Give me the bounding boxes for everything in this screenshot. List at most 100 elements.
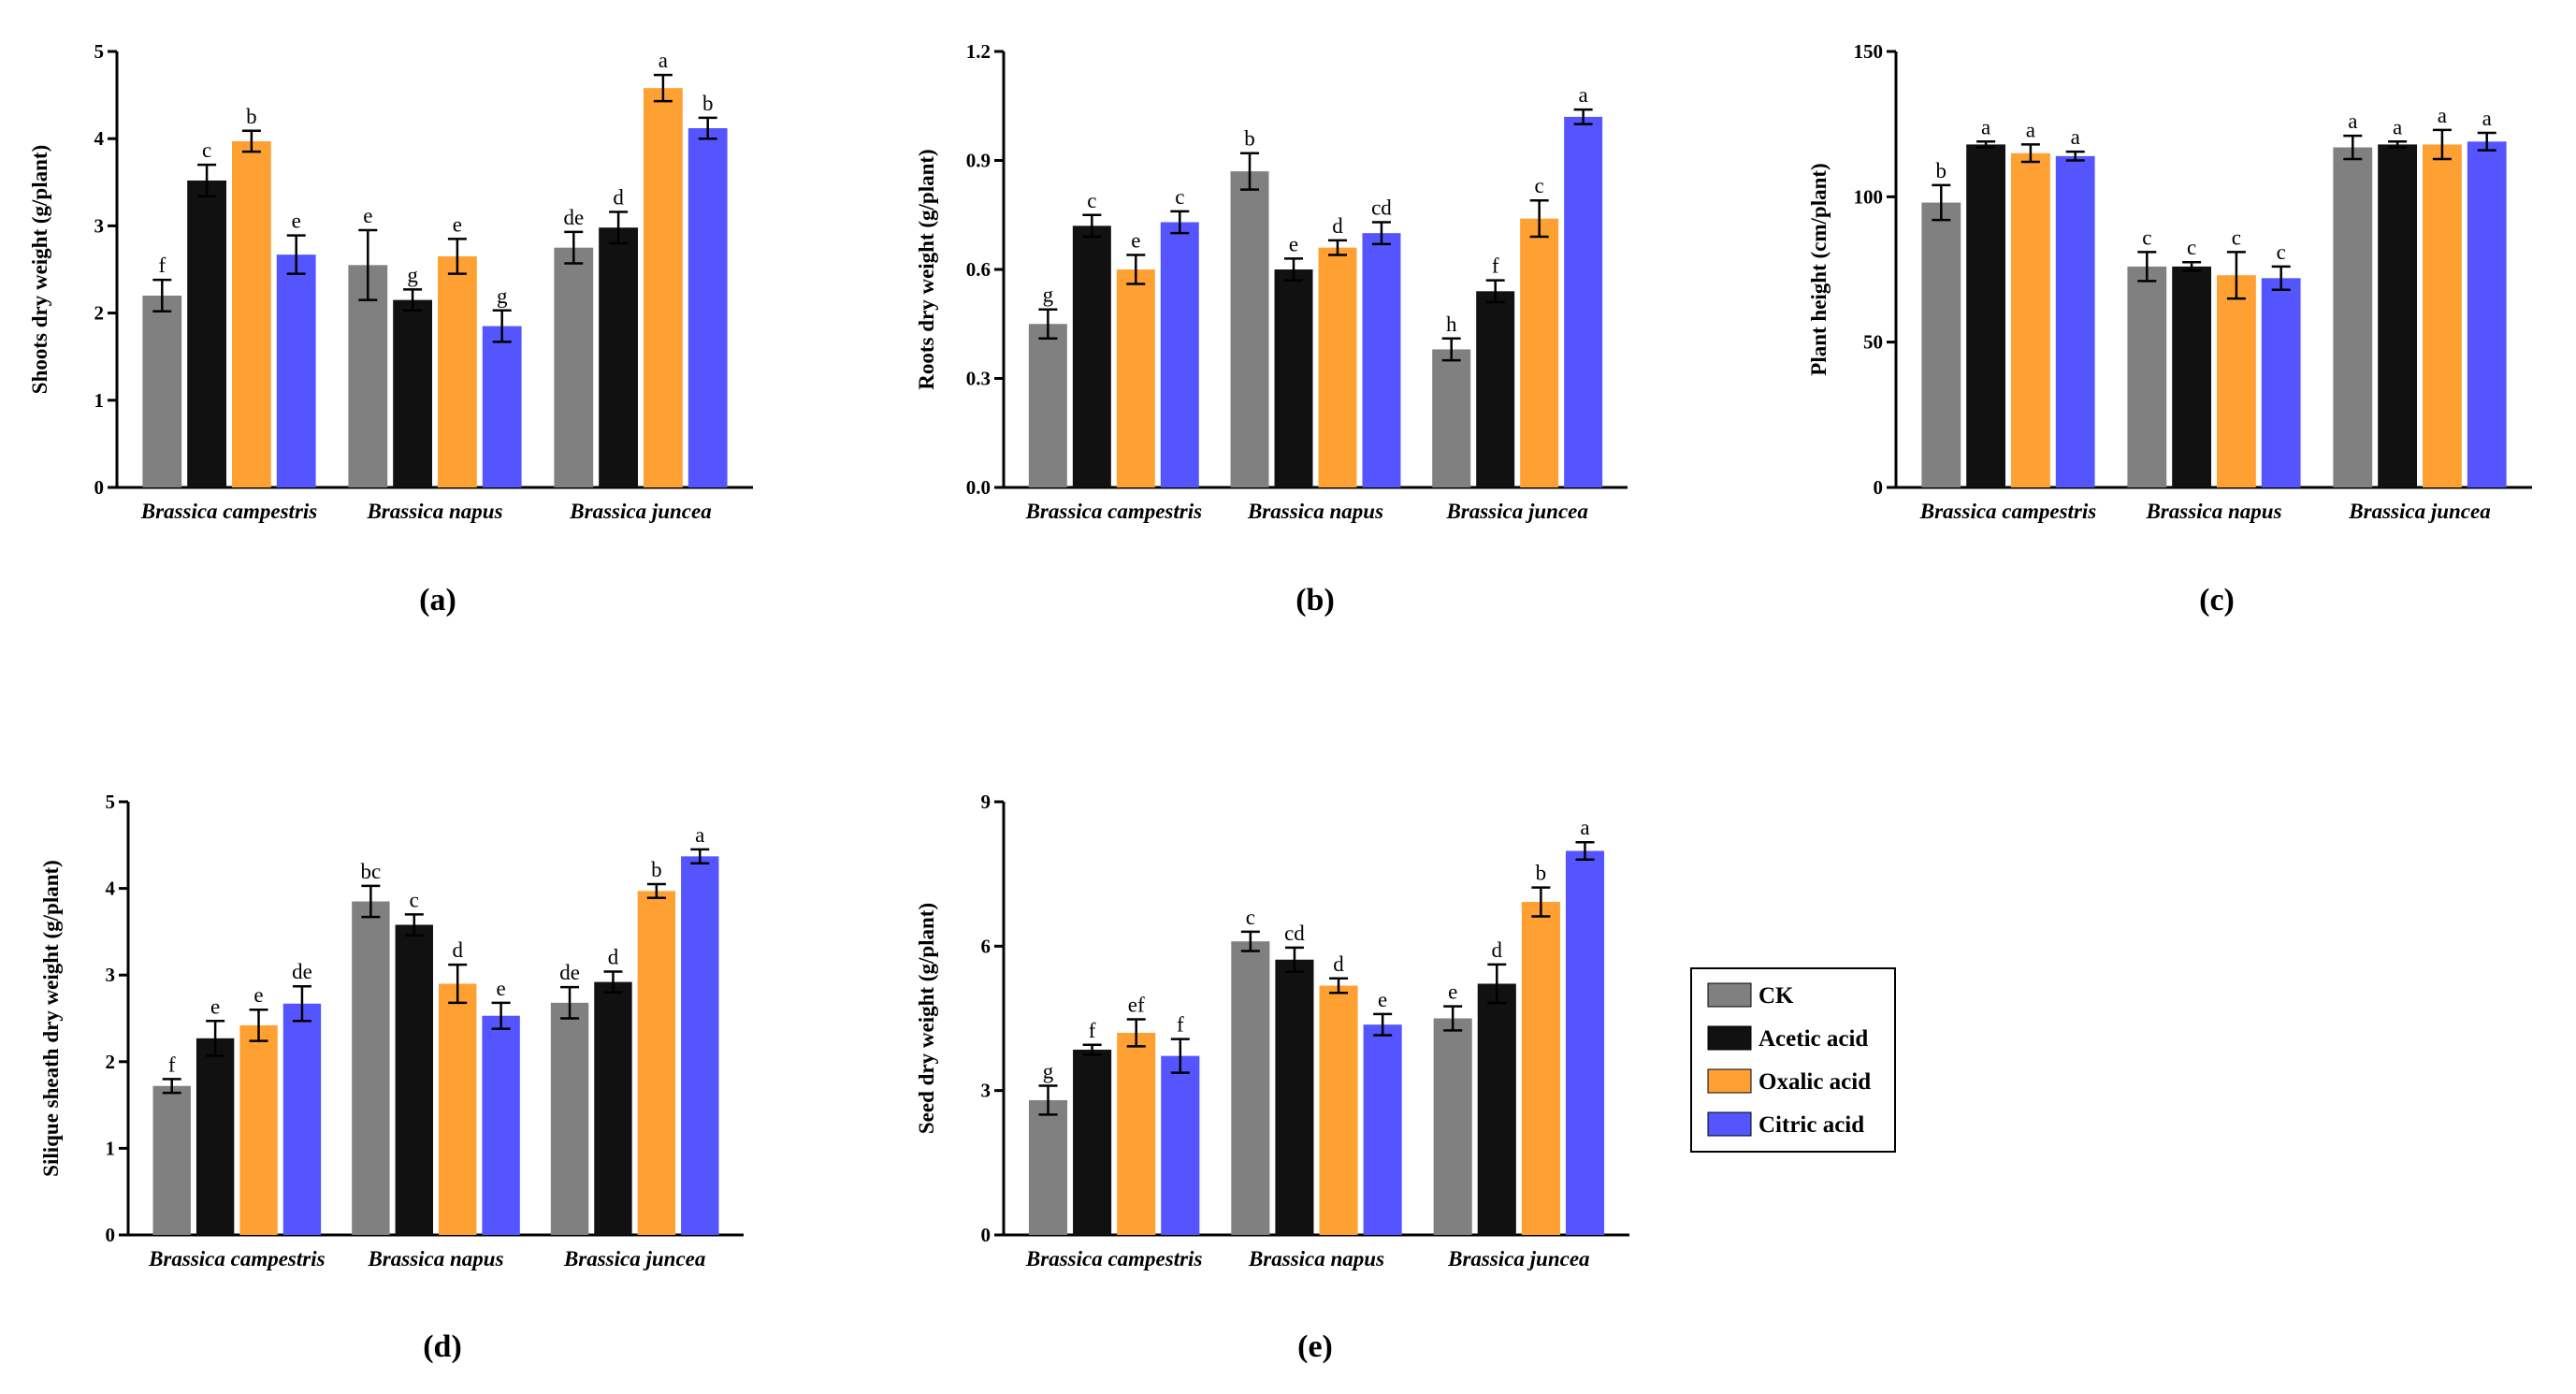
y-tick-label: 5 (106, 791, 116, 813)
bar-ck-brassica-campestris (1921, 202, 1961, 487)
significance-letter: e (453, 212, 462, 236)
bar-ck-brassica-campestris (1028, 324, 1067, 487)
bar-oxalic-acid-brassica-juncea (644, 88, 683, 488)
y-tick-label: 0 (1874, 476, 1884, 499)
bar-oxalic-acid-brassica-napus (1318, 247, 1357, 487)
charts-layer: 0 1 2 3 4 5 Shoots dry weight (g/plant) f c b e Bra… (28, 40, 2532, 1364)
legend: CK Acetic acid Oxalic acid Citric acid (1690, 967, 1896, 1153)
x-category-label: Brassica campestris (148, 1247, 326, 1271)
bar-ck-brassica-juncea (2333, 147, 2373, 487)
significance-letter: e (1448, 980, 1457, 1004)
significance-letter: a (695, 823, 704, 847)
significance-letter: c (2277, 240, 2286, 264)
bar-citric-acid-brassica-campestris (1160, 222, 1199, 487)
bar-oxalic-acid-brassica-campestris (1116, 269, 1155, 487)
bar-acetic-acid-brassica-campestris (195, 1038, 235, 1235)
bar-oxalic-acid-brassica-campestris (1117, 1032, 1156, 1235)
significance-letter: d (613, 185, 624, 209)
significance-letter: b (1244, 127, 1255, 151)
significance-letter: e (253, 983, 263, 1007)
significance-letter: f (1177, 1013, 1184, 1037)
significance-letter: g (1043, 283, 1054, 307)
y-tick-label: 9 (981, 791, 991, 813)
legend-swatch-oxalic-acid (1707, 1068, 1752, 1094)
bar-acetic-acid-brassica-napus (395, 924, 433, 1235)
significance-letter: a (2348, 109, 2357, 133)
bar-oxalic-acid-brassica-napus (1319, 985, 1358, 1235)
panel-label: (a) (419, 583, 456, 617)
chart-1: 0 1 2 3 4 5 Shoots dry weight (g/plant) f c b e Bra… (28, 40, 753, 617)
bar-ck-brassica-napus (348, 265, 388, 487)
x-category-label: Brassica juncea (569, 500, 711, 523)
significance-letter: c (410, 888, 419, 911)
significance-letter: a (2071, 125, 2080, 149)
legend-label-acetic-acid: Acetic acid (1758, 1026, 1868, 1052)
significance-letter: a (658, 49, 668, 72)
y-tick-label: 150 (1854, 40, 1884, 63)
significance-letter: b (702, 92, 714, 115)
significance-letter: de (292, 960, 312, 983)
bar-acetic-acid-brassica-napus (393, 299, 432, 487)
bar-oxalic-acid-brassica-juncea (2423, 144, 2462, 487)
bar-citric-acid-brassica-juncea (1565, 850, 1605, 1235)
significance-letter: h (1446, 312, 1457, 336)
significance-letter: b (246, 105, 257, 128)
x-category-label: Brassica campestris (1025, 500, 1203, 523)
significance-letter: e (210, 995, 220, 1018)
bar-ck-brassica-napus (2127, 266, 2167, 487)
y-tick-label: 0.9 (966, 150, 991, 172)
y-axis-title: Seed dry weight (g/plant) (915, 903, 938, 1134)
significance-letter: de (563, 206, 584, 229)
bar-ck-brassica-campestris (1028, 1099, 1068, 1235)
y-tick-label: 6 (981, 935, 991, 957)
significance-letter: e (292, 210, 301, 233)
y-tick-label: 50 (1863, 331, 1883, 354)
bar-citric-acid-brassica-juncea (1564, 116, 1603, 488)
significance-letter: d (1333, 952, 1344, 976)
legend-swatch-citric-acid (1707, 1111, 1752, 1137)
y-tick-label: 3 (981, 1080, 991, 1102)
bar-acetic-acid-brassica-napus (1274, 269, 1313, 487)
x-category-label: Brassica juncea (563, 1247, 705, 1271)
bar-ck-brassica-campestris (142, 295, 182, 487)
significance-letter: ef (1128, 994, 1145, 1017)
significance-letter: c (1087, 189, 1096, 212)
x-category-label: Brassica napus (1247, 500, 1383, 523)
bar-oxalic-acid-brassica-napus (438, 256, 477, 487)
significance-letter: f (1492, 254, 1499, 278)
significance-letter: e (1131, 228, 1140, 252)
bar-oxalic-acid-brassica-juncea (637, 891, 676, 1235)
significance-letter: e (1378, 988, 1387, 1011)
significance-letter: c (2142, 225, 2151, 249)
bar-acetic-acid-brassica-campestris (1072, 225, 1111, 487)
significance-letter: a (2393, 115, 2402, 138)
legend-swatch-acetic-acid (1707, 1025, 1752, 1051)
y-tick-label: 2 (94, 302, 105, 325)
bar-ck-brassica-napus (1231, 941, 1270, 1235)
bar-ck-brassica-juncea (1433, 1018, 1472, 1235)
significance-letter: a (2482, 107, 2492, 130)
significance-letter: d (608, 945, 619, 968)
bar-oxalic-acid-brassica-napus (439, 983, 477, 1235)
bar-ck-brassica-napus (1230, 171, 1269, 487)
x-category-label: Brassica campestris (140, 500, 318, 523)
significance-letter: g (407, 263, 418, 286)
y-tick-label: 1 (106, 1137, 116, 1159)
significance-letter: f (1089, 1019, 1096, 1042)
bar-acetic-acid-brassica-juncea (2378, 144, 2417, 487)
significance-letter: c (1246, 906, 1255, 929)
x-category-label: Brassica napus (1248, 1247, 1384, 1271)
significance-letter: e (1289, 232, 1298, 255)
significance-letter: b (1536, 862, 1547, 885)
significance-letter: a (2026, 118, 2035, 141)
chart-3: 0 50 100 150 Plant height (cm/plant) b a a a Bras… (1807, 40, 2532, 617)
y-tick-label: 4 (94, 127, 105, 150)
y-tick-label: 3 (106, 964, 116, 986)
significance-letter: e (363, 204, 372, 227)
bar-citric-acid-brassica-juncea (687, 128, 728, 488)
bar-ck-brassica-napus (352, 901, 390, 1235)
x-category-label: Brassica juncea (2348, 500, 2490, 523)
bar-acetic-acid-brassica-napus (1275, 959, 1314, 1235)
bar-oxalic-acid-brassica-napus (2217, 275, 2256, 487)
